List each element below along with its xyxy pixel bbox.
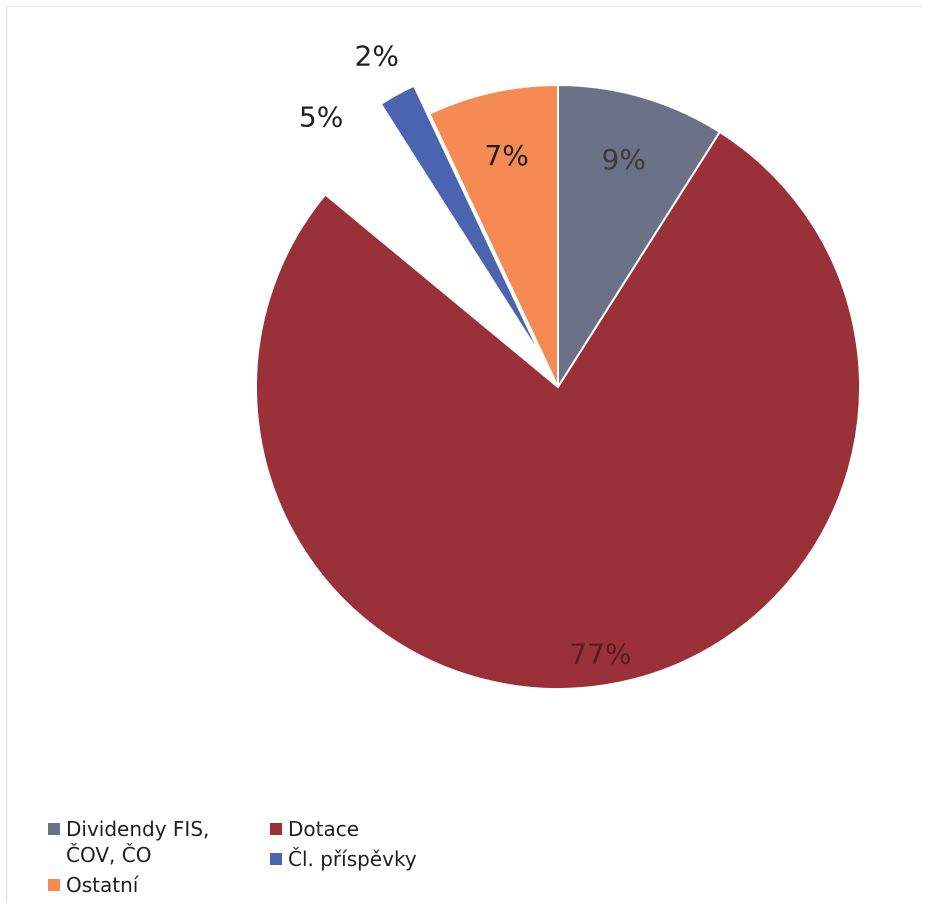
pie-data-labels: 9% 77% 5% 2% 7%: [299, 39, 646, 670]
pie-slice-other: [428, 83, 559, 388]
legend-label-cl-prispevky: Čl. příspěvky: [288, 847, 417, 871]
legend-swatch-dividendy: [48, 823, 60, 835]
legend-swatch-dotace: [270, 823, 282, 835]
legend-item-dividendy: Dividendy FIS, ČOV, ČO: [48, 816, 246, 868]
legend-swatch-ostatni: [48, 879, 60, 891]
pie-slice-ostatni: [379, 84, 544, 360]
legend-label-dividendy: Dividendy FIS, ČOV, ČO: [66, 817, 210, 867]
data-label-ostatni: 2%: [355, 39, 399, 72]
chart-frame: [6, 6, 922, 902]
pie-slice-dotace: [255, 130, 862, 690]
data-label-cl-prispevky: 5%: [299, 100, 343, 133]
legend-swatch-cl-prispevky: [270, 853, 282, 865]
data-label-dotace: 77%: [569, 637, 631, 670]
legend-label-ostatni: Ostatní: [66, 873, 139, 897]
legend-item-cl-prispevky: Čl. příspěvky: [270, 846, 417, 872]
pie-slice-cl-prispevky: [302, 106, 538, 364]
legend-item-ostatni: Ostatní: [48, 872, 138, 898]
pie-slices: [255, 83, 862, 690]
legend-item-dotace: Dotace: [270, 816, 359, 842]
pie-slice-dividendy: [557, 83, 722, 391]
chart-legend: Dividendy FIS, ČOV, ČO Dotace Čl. příspě…: [48, 812, 468, 902]
data-label-other: 7%: [484, 139, 528, 172]
data-label-dividendy: 9%: [602, 143, 646, 176]
legend-label-dotace: Dotace: [288, 817, 360, 841]
